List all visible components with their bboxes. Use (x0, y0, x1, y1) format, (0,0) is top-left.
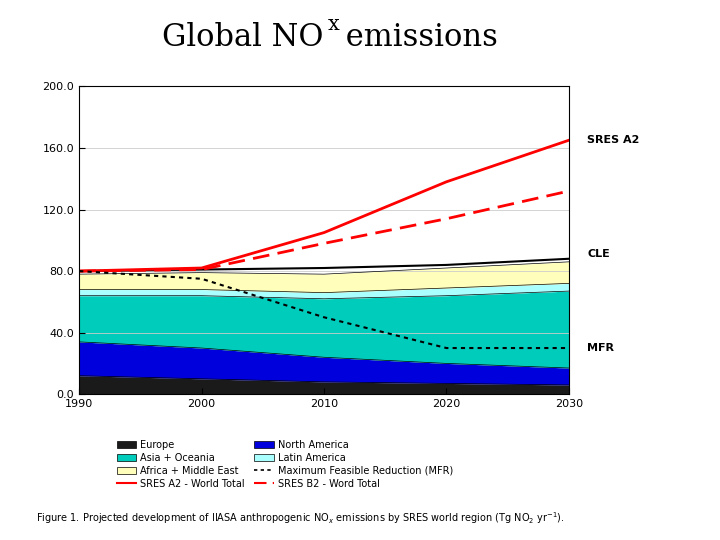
Text: emissions: emissions (336, 22, 498, 52)
Text: SRES A2: SRES A2 (588, 135, 639, 145)
Legend: Europe, Asia + Oceania, Africa + Middle East, SRES A2 - World Total, North Ameri: Europe, Asia + Oceania, Africa + Middle … (113, 436, 457, 492)
Text: Global NO: Global NO (163, 22, 324, 52)
Text: CLE: CLE (588, 249, 610, 259)
Text: x: x (328, 15, 339, 33)
Text: Figure 1. Projected development of IIASA anthropogenic NO$_x$ emissions by SRES : Figure 1. Projected development of IIASA… (36, 511, 564, 526)
Text: MFR: MFR (588, 343, 614, 353)
